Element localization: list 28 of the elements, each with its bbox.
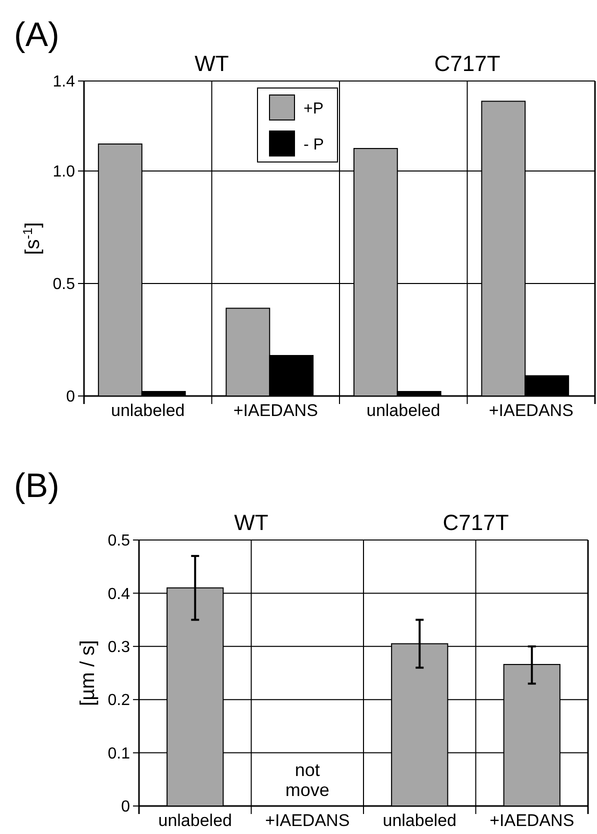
- y-axis-title: [µm / s]: [77, 640, 99, 706]
- y-tick-label: 0.5: [108, 532, 130, 550]
- chart-title: (A): [14, 16, 60, 54]
- x-tick-label: unlabeled: [111, 401, 185, 420]
- text: WT: [194, 51, 229, 76]
- annotation: not move: [285, 760, 330, 800]
- x-tick-label: unlabeled: [158, 811, 232, 830]
- y-tick-label: 0.2: [108, 692, 130, 710]
- legend-label: - P: [304, 136, 324, 154]
- y-tick-label: 0: [66, 388, 76, 406]
- y-tick-label: 0.3: [108, 639, 130, 656]
- x-tick-label: +IAEDANS: [233, 401, 318, 420]
- x-tick-label: +IAEDANS: [490, 811, 574, 830]
- y-tick-label: 0: [121, 798, 130, 816]
- y-tick-label: 1.4: [52, 74, 76, 91]
- x-tick-label: unlabeled: [366, 401, 440, 420]
- y-tick-label: 0.5: [52, 276, 76, 294]
- x-tick-label: +IAEDANS: [265, 811, 350, 830]
- x-tick-label: unlabeled: [382, 811, 456, 830]
- legend-label: +P: [304, 100, 324, 118]
- chart-title: (B): [14, 467, 60, 505]
- y-tick-label: 0.4: [108, 586, 130, 603]
- text: C717T: [434, 51, 500, 76]
- y-tick-label: 0.1: [108, 745, 130, 762]
- text: WT: [234, 510, 268, 535]
- text: C717T: [442, 510, 509, 535]
- x-tick-label: +IAEDANS: [488, 401, 574, 420]
- y-tick-label: 1.0: [52, 164, 76, 181]
